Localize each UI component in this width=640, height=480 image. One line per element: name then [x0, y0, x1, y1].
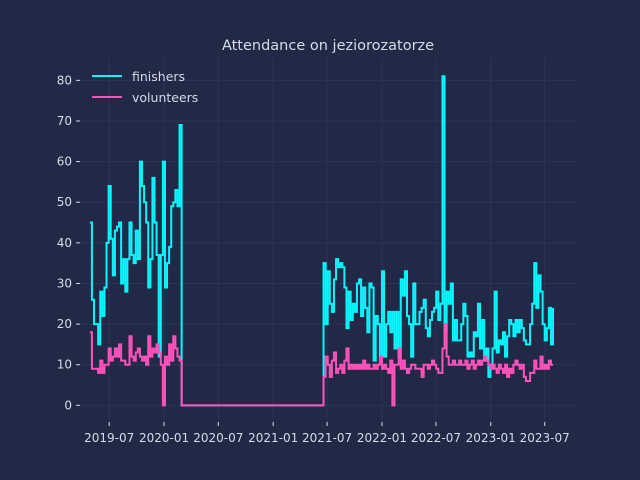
y-axis-ticks: 0 10 20 30 40 50 60 70 80 [57, 73, 80, 412]
series-line-finishers [89, 75, 555, 407]
x-tick-label: 2020-07 [193, 431, 243, 445]
legend: finishers volunteers [92, 69, 198, 105]
legend-label-volunteers: volunteers [132, 90, 198, 105]
y-tick-label: 50 [57, 195, 72, 209]
y-tick-label: 80 [57, 73, 72, 87]
y-tick-label: 10 [57, 358, 72, 372]
legend-label-finishers: finishers [132, 69, 185, 84]
y-tick-label: 30 [57, 276, 72, 290]
y-tick-label: 70 [57, 114, 72, 128]
x-axis-ticks: 2019-07 2020-01 2020-07 2021-01 2021-07 2022-… [84, 422, 570, 445]
y-tick-label: 20 [57, 317, 72, 331]
x-tick-label: 2022-07 [411, 431, 461, 445]
y-tick-label: 0 [64, 398, 72, 412]
x-tick-label: 2019-07 [84, 431, 134, 445]
x-tick-label: 2022-01 [357, 431, 407, 445]
series-line-volunteers [89, 323, 554, 407]
y-tick-label: 40 [57, 236, 72, 250]
y-tick-label: 60 [57, 155, 72, 169]
series-lines [89, 75, 555, 407]
x-tick-label: 2021-07 [302, 431, 352, 445]
chart-title: Attendance on jeziorozatorze [222, 38, 434, 54]
x-tick-label: 2021-01 [248, 431, 298, 445]
x-tick-label: 2023-01 [466, 431, 516, 445]
x-tick-label: 2023-07 [520, 431, 570, 445]
x-tick-label: 2020-01 [139, 431, 189, 445]
